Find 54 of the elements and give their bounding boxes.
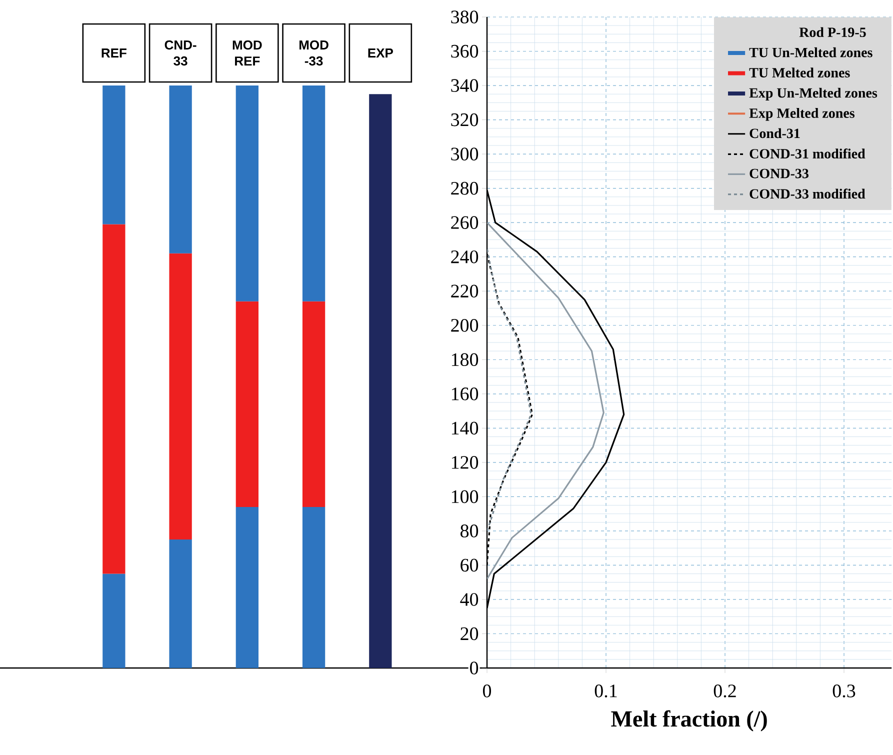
- x-tick-label: MOD REF: [232, 40, 262, 66]
- y-tick-label: 360: [451, 44, 478, 58]
- line-series: [487, 222, 604, 580]
- x-tick-label: REF: [102, 48, 126, 58]
- text: TU Melted zones: [749, 68, 850, 78]
- legend-title: Rod P-19-5: [799, 27, 866, 38]
- bar: [236, 506, 258, 668]
- x-axis-title: Melt fraction (/): [611, 710, 767, 732]
- y-tick-label: 80: [460, 524, 478, 538]
- bar: [236, 301, 258, 507]
- legend-label: Cond-31: [750, 128, 800, 138]
- line-series: [487, 247, 532, 532]
- y-tick-label: 160: [452, 387, 478, 400]
- x-tick-label: CND-33: [164, 40, 196, 66]
- bar: [302, 506, 326, 668]
- bar: [102, 574, 126, 668]
- bar: [302, 86, 326, 302]
- text: Exp Melted zones: [749, 108, 855, 121]
- x-tick-label: 0: [482, 684, 492, 698]
- y-tick-label: 40: [460, 593, 478, 606]
- legend-label: COND-33 modified: [750, 188, 866, 199]
- bar: [169, 86, 192, 254]
- bar: [369, 94, 392, 668]
- legend-label: COND-33: [750, 168, 808, 178]
- y-tick-label: 380: [451, 10, 478, 24]
- bar: [302, 301, 326, 507]
- y-tick-label: 20: [460, 627, 478, 640]
- bar: [169, 253, 192, 540]
- y-tick-label: 140: [452, 422, 478, 435]
- text: Exp Un-Melted zones: [749, 88, 878, 101]
- y-tick-label: 240: [451, 250, 478, 264]
- x-tick-label: 0.3: [832, 684, 856, 698]
- y-tick-label: 280: [451, 182, 478, 195]
- y-tick-label: 340: [451, 79, 478, 92]
- x-tick-label: 0.1: [594, 684, 617, 698]
- y-tick-label: 100: [452, 490, 478, 504]
- y-tick-label: 260: [451, 216, 478, 229]
- y-tick-label: 220: [451, 284, 478, 298]
- y-tick-label: 300: [451, 148, 478, 160]
- x-tick-label: 0.2: [714, 684, 736, 698]
- bar: [102, 224, 126, 574]
- y-tick-label: 60: [460, 558, 478, 572]
- y-tick-label: 120: [452, 456, 478, 469]
- x-tick-label: EXP: [368, 48, 393, 58]
- bar: [102, 86, 126, 224]
- y-tick-label: 180: [452, 353, 478, 366]
- bar: [236, 86, 258, 302]
- x-tick-label: MOD -33: [299, 40, 328, 66]
- y-tick-label: 320: [451, 113, 478, 126]
- bar: [169, 540, 192, 668]
- text: TU Un-Melted zones: [749, 47, 872, 58]
- y-tick-label: 200: [451, 318, 478, 332]
- legend-label: COND-31 modified: [750, 148, 866, 158]
- y-tick-label: 0: [470, 662, 478, 674]
